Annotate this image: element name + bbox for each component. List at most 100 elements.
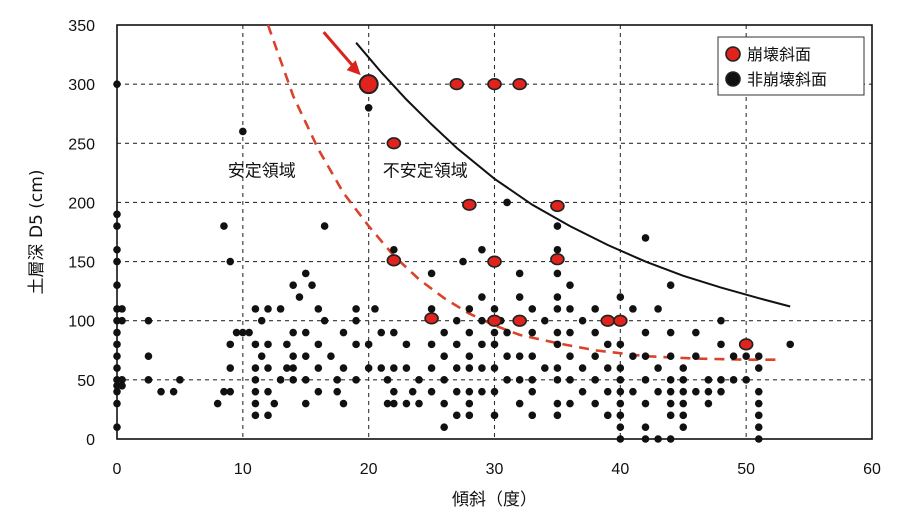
collapse-point [512, 314, 527, 327]
noncollapse-point [717, 340, 725, 349]
noncollapse-point [113, 387, 121, 396]
legend-label: 非崩壊斜面 [747, 70, 827, 89]
noncollapse-point [220, 222, 228, 230]
noncollapse-point [704, 399, 713, 408]
noncollapse-point [528, 352, 537, 361]
noncollapse-point [251, 411, 260, 420]
noncollapse-point [490, 387, 499, 396]
noncollapse-point [528, 305, 537, 313]
noncollapse-point [616, 387, 625, 396]
noncollapse-point [415, 399, 423, 408]
noncollapse-point [578, 387, 587, 396]
noncollapse-point [490, 305, 499, 313]
noncollapse-point [308, 281, 316, 290]
noncollapse-point [301, 352, 310, 361]
noncollapse-point [390, 399, 398, 408]
noncollapse-point [452, 411, 461, 420]
noncollapse-point [339, 364, 348, 372]
noncollapse-point [692, 328, 700, 337]
noncollapse-point [113, 352, 121, 361]
collapse-point [462, 198, 477, 211]
noncollapse-point [654, 435, 662, 443]
noncollapse-point [264, 364, 272, 372]
noncollapse-point [289, 376, 297, 384]
noncollapse-point [754, 411, 763, 420]
legend-label: 崩壊斜面 [747, 45, 811, 64]
data-points [113, 74, 795, 443]
collapse-point [613, 314, 628, 327]
noncollapse-point [383, 399, 392, 408]
noncollapse-point [251, 399, 260, 408]
noncollapse-point [314, 387, 323, 396]
noncollapse-point [503, 376, 511, 384]
stability-boundary-dashed [266, 24, 778, 361]
noncollapse-point [666, 435, 675, 443]
noncollapse-point [251, 376, 260, 384]
noncollapse-point [515, 293, 524, 301]
noncollapse-point [465, 364, 474, 372]
noncollapse-point [301, 399, 310, 408]
noncollapse-point [641, 352, 650, 361]
noncollapse-point [465, 411, 474, 420]
noncollapse-point [515, 269, 524, 278]
noncollapse-point [553, 222, 562, 230]
noncollapse-point [541, 364, 549, 372]
collapse-point [424, 312, 439, 325]
noncollapse-point [118, 381, 126, 390]
noncollapse-point [364, 340, 373, 349]
noncollapse-point [679, 423, 688, 431]
noncollapse-point [440, 352, 448, 361]
noncollapse-point [503, 198, 511, 207]
noncollapse-point [226, 364, 235, 372]
noncollapse-point [591, 328, 599, 337]
noncollapse-point [553, 364, 562, 372]
noncollapse-point [314, 364, 323, 372]
region-labels: 安定領域 不安定領域 [228, 161, 468, 181]
noncollapse-point [270, 399, 279, 408]
noncollapse-point [465, 352, 474, 361]
noncollapse-point [679, 411, 688, 420]
y-tick-label: 100 [68, 314, 95, 331]
noncollapse-point [515, 352, 524, 361]
noncollapse-point [226, 257, 235, 266]
noncollapse-point [717, 387, 725, 396]
noncollapse-point [465, 399, 474, 408]
noncollapse-point [616, 364, 625, 372]
noncollapse-point [289, 328, 297, 337]
noncollapse-point [118, 376, 126, 384]
x-tick-label: 20 [360, 461, 378, 478]
x-tick-label: 10 [234, 461, 252, 478]
y-tick-label: 250 [68, 136, 95, 153]
noncollapse-point [251, 364, 260, 372]
noncollapse-point [553, 269, 562, 278]
noncollapse-point [465, 328, 474, 337]
region-label: 不安定領域 [383, 161, 468, 181]
noncollapse-point [169, 387, 178, 396]
noncollapse-point [301, 269, 310, 278]
noncollapse-point [503, 352, 511, 361]
noncollapse-point [616, 435, 625, 443]
noncollapse-point [553, 376, 562, 384]
y-axis-label: 土層深 D5 (cm) [27, 170, 47, 295]
collapse-point [386, 137, 402, 150]
noncollapse-point [616, 411, 625, 420]
noncollapse-point [264, 387, 272, 396]
noncollapse-point [528, 387, 537, 396]
noncollapse-point [553, 328, 562, 337]
noncollapse-point [440, 328, 448, 337]
noncollapse-point [717, 316, 725, 325]
noncollapse-point [679, 399, 688, 408]
noncollapse-point [566, 352, 574, 361]
noncollapse-point [616, 293, 625, 301]
noncollapse-point [144, 376, 153, 384]
noncollapse-point [314, 340, 323, 349]
noncollapse-point [603, 387, 612, 396]
noncollapse-point [679, 387, 688, 396]
noncollapse-point [616, 399, 625, 408]
noncollapse-point [515, 376, 524, 384]
noncollapse-point [478, 364, 486, 372]
noncollapse-point [232, 328, 241, 337]
x-tick-label: 0 [113, 461, 122, 478]
noncollapse-point [415, 376, 423, 384]
